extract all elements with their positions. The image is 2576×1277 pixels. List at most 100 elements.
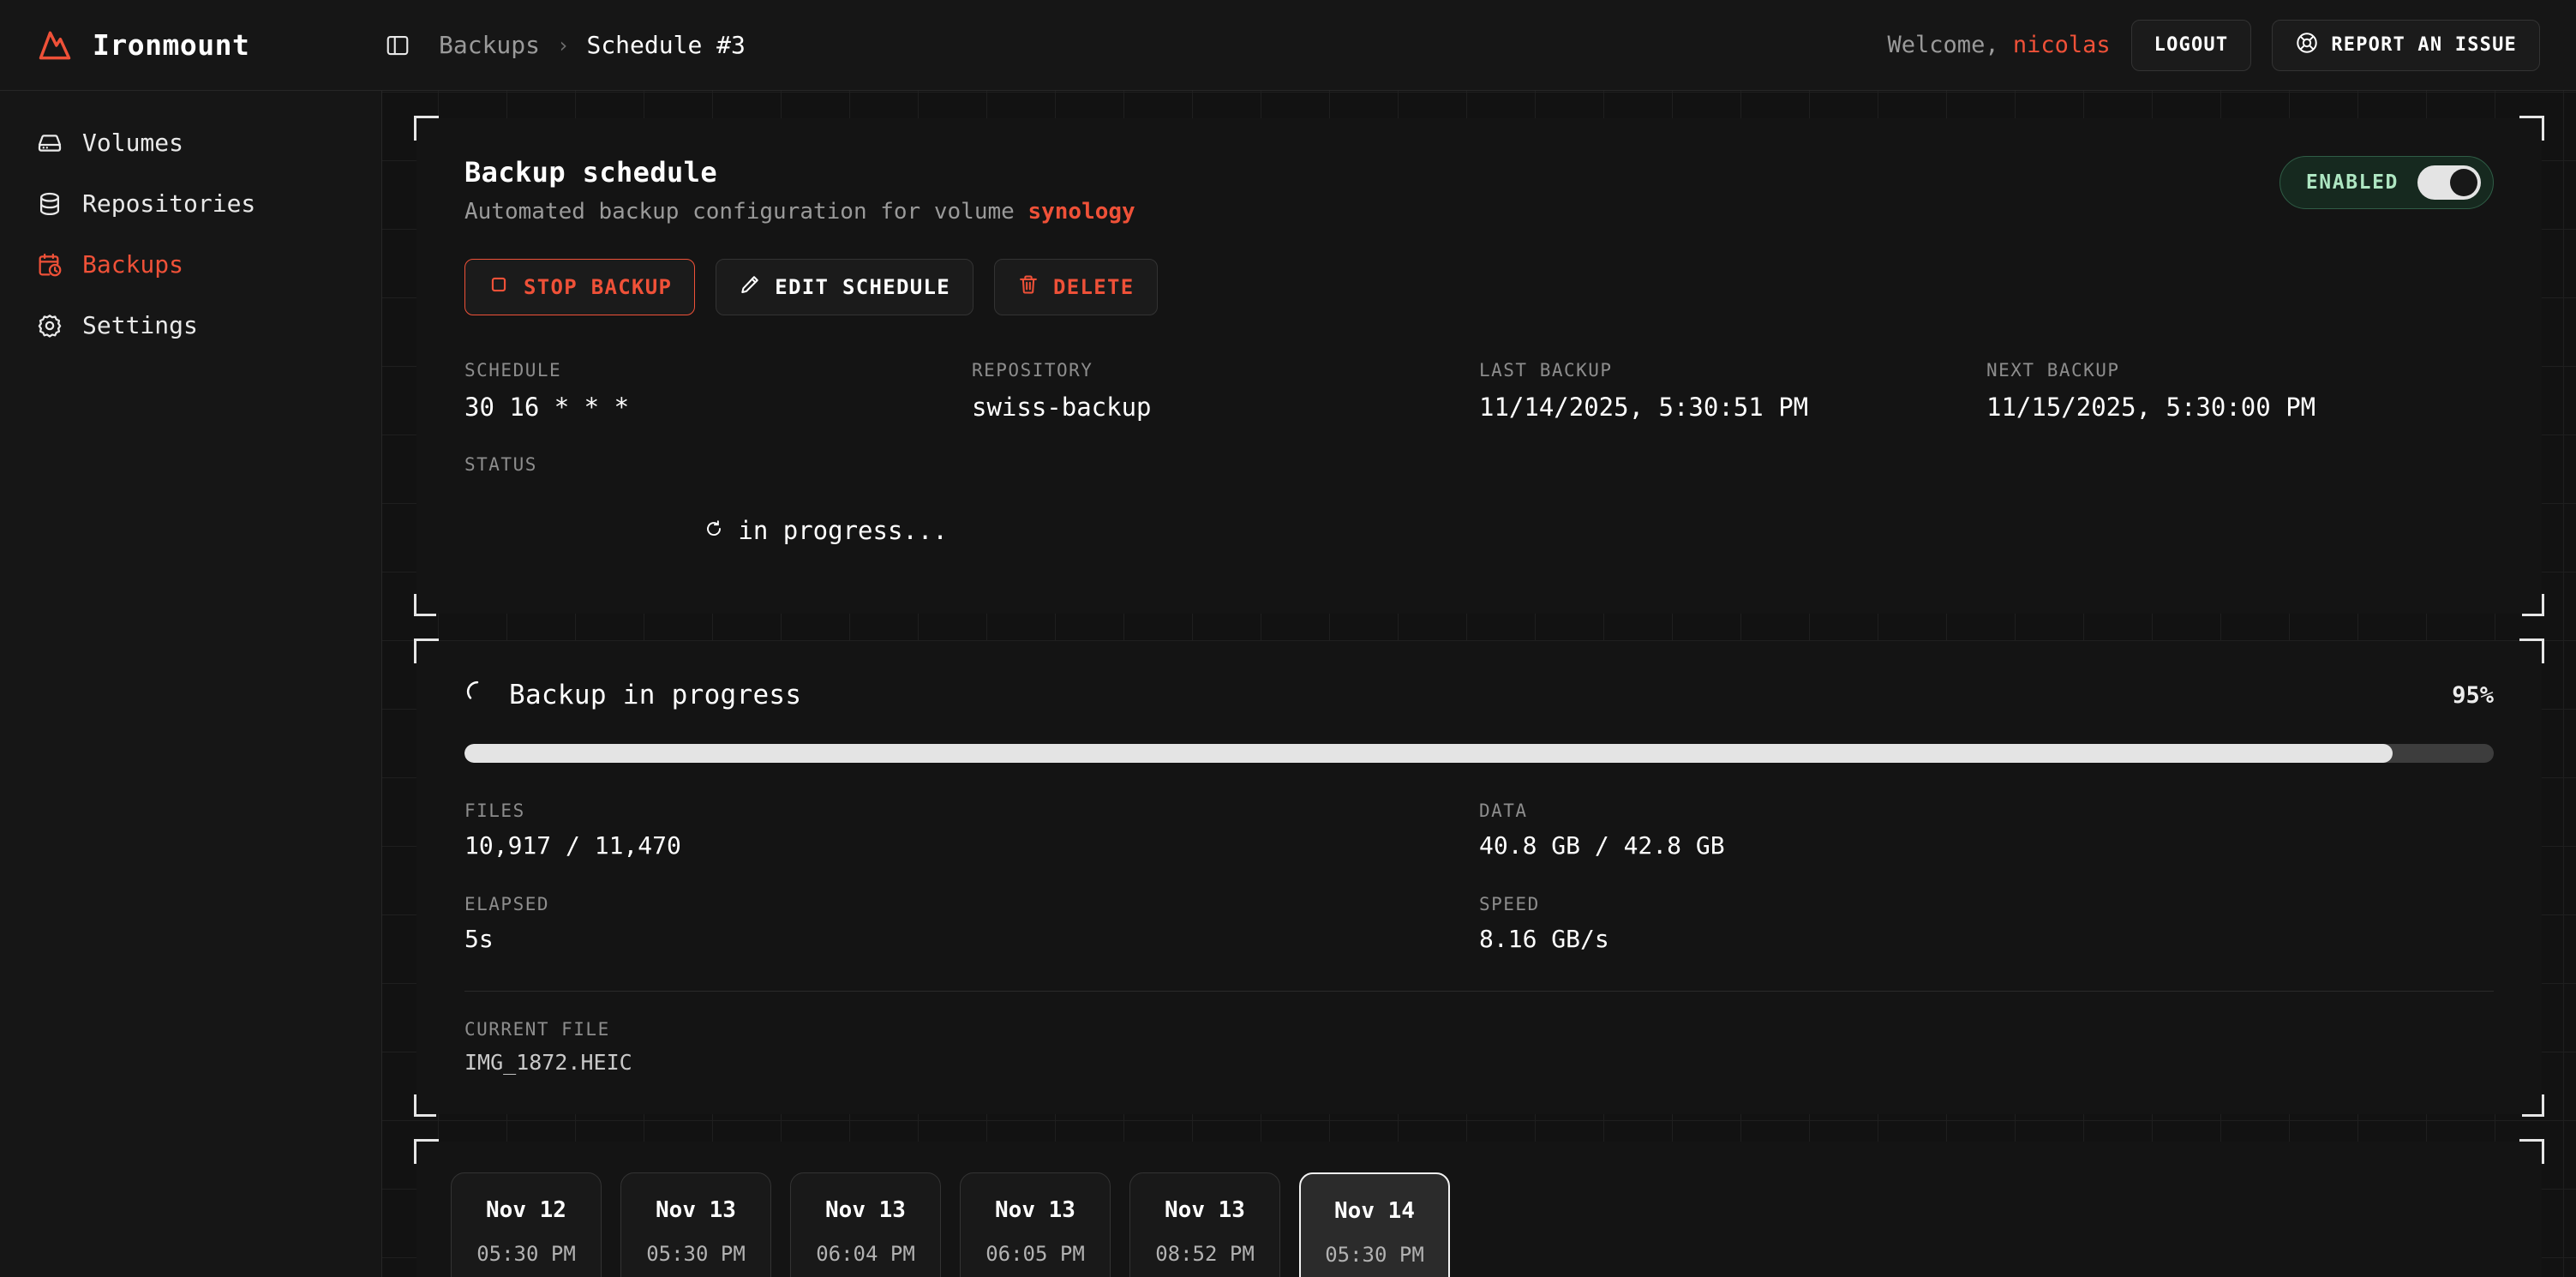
- meta-value: swiss-backup: [972, 393, 1152, 422]
- sidebar-item-volumes[interactable]: Volumes: [0, 115, 381, 171]
- meta-value: 11/15/2025, 5:30:00 PM: [1986, 393, 2316, 422]
- schedule-title-block: Backup schedule Automated backup configu…: [464, 156, 1135, 225]
- database-icon: [36, 190, 63, 218]
- breadcrumb-area: Backups › Schedule #3: [382, 30, 1888, 61]
- main-shell: Volumes Repositories: [0, 91, 2576, 1277]
- current-file-value: IMG_1872.HEIC: [464, 1050, 632, 1075]
- enabled-toggle[interactable]: ENABLED: [2279, 156, 2494, 209]
- current-file-block: CURRENT FILE IMG_1872.HEIC: [464, 1019, 2494, 1075]
- progress-percent-label: 95%: [2452, 681, 2494, 709]
- meta-last-backup: LAST BACKUP 11/14/2025, 5:30:51 PM: [1479, 360, 1986, 422]
- welcome-prefix: Welcome,: [1887, 32, 2013, 58]
- logout-button[interactable]: LOGOUT: [2130, 19, 2252, 71]
- stat-value: 40.8 GB / 42.8 GB: [1479, 831, 1725, 860]
- sidebar: Volumes Repositories: [0, 91, 382, 1277]
- snapshot-card[interactable]: Nov 13 08:52 PM 92.2 GB: [1129, 1172, 1280, 1277]
- snapshot-card-selected[interactable]: Nov 14 05:30 PM 92.2 GB: [1299, 1172, 1450, 1277]
- snapshot-date: Nov 13: [1165, 1197, 1245, 1223]
- corner-bracket-bottom-right: [2522, 594, 2544, 616]
- snapshot-list: Nov 12 05:30 PM 92.2 GB Nov 13 05:30 PM …: [451, 1172, 2507, 1277]
- edit-schedule-button[interactable]: EDIT SCHEDULE: [716, 259, 973, 315]
- edit-schedule-label: EDIT SCHEDULE: [775, 275, 950, 299]
- stat-value: 5s: [464, 925, 494, 953]
- schedule-card-header: Backup schedule Automated backup configu…: [464, 156, 2494, 225]
- delete-button[interactable]: DELETE: [994, 259, 1158, 315]
- status-badge: in progress...: [464, 487, 972, 574]
- calendar-clock-icon: [36, 251, 63, 279]
- progress-stats-grid: FILES 10,917 / 11,470 DATA 40.8 GB / 42.…: [464, 800, 2494, 953]
- meta-value: 11/14/2025, 5:30:51 PM: [1479, 393, 1809, 422]
- snapshot-date: Nov 13: [825, 1197, 906, 1223]
- corner-bracket-bottom-left: [414, 594, 436, 616]
- breadcrumb-separator: ›: [557, 33, 570, 57]
- pencil-icon: [739, 273, 761, 301]
- snapshot-time: 06:04 PM: [816, 1242, 915, 1266]
- sidebar-panel-icon[interactable]: [382, 30, 413, 61]
- progress-divider: [464, 991, 2494, 992]
- stop-backup-label: STOP BACKUP: [524, 275, 673, 299]
- page-title: Backup schedule: [464, 156, 717, 189]
- welcome-text: Welcome, nicolas: [1888, 32, 2111, 58]
- sidebar-item-label: Backups: [82, 250, 184, 279]
- schedule-actions: STOP BACKUP EDIT SCHEDULE: [464, 259, 2494, 315]
- breadcrumb-current: Schedule #3: [586, 31, 746, 59]
- report-issue-label: REPORT AN ISSUE: [2331, 34, 2517, 56]
- snapshot-time: 05:30 PM: [476, 1242, 576, 1266]
- snapshot-card[interactable]: Nov 13 05:30 PM 92.2 GB: [620, 1172, 771, 1277]
- brand-name: Ironmount: [93, 28, 250, 62]
- snapshot-time: 06:05 PM: [985, 1242, 1085, 1266]
- life-ring-icon: [2295, 31, 2319, 60]
- breadcrumb: Backups › Schedule #3: [439, 31, 746, 59]
- snapshot-card[interactable]: Nov 12 05:30 PM 92.2 GB: [451, 1172, 602, 1277]
- stat-label: SPEED: [1479, 894, 1540, 914]
- progress-header: Backup in progress 95%: [464, 679, 2494, 711]
- stat-value: 8.16 GB/s: [1479, 925, 1609, 953]
- enabled-toggle-label: ENABLED: [2305, 171, 2399, 194]
- backup-progress-card: Backup in progress 95% FILES 10,917 / 11…: [414, 638, 2544, 1117]
- schedule-subtitle-prefix: Automated backup configuration for volum…: [464, 199, 1028, 225]
- brand: Ironmount: [0, 0, 382, 90]
- progress-title: Backup in progress: [509, 680, 802, 710]
- sidebar-item-backups[interactable]: Backups: [0, 237, 381, 292]
- mountain-icon: [36, 27, 74, 64]
- snapshot-time: 08:52 PM: [1155, 1242, 1255, 1266]
- meta-status: STATUS in progress...: [464, 454, 972, 574]
- trash-icon: [1017, 273, 1039, 301]
- snapshots-card: Nov 12 05:30 PM 92.2 GB Nov 13 05:30 PM …: [414, 1139, 2544, 1277]
- hard-drive-icon: [36, 129, 63, 157]
- current-file-label: CURRENT FILE: [464, 1019, 610, 1040]
- toggle-switch-knob: [2450, 169, 2477, 196]
- report-issue-button[interactable]: REPORT AN ISSUE: [2272, 19, 2540, 71]
- stop-square-icon: [488, 273, 510, 301]
- sidebar-item-repositories[interactable]: Repositories: [0, 176, 381, 231]
- logout-label: LOGOUT: [2154, 34, 2229, 56]
- schedule-volume-name: synology: [1027, 199, 1135, 225]
- progress-bar-track: [464, 744, 2494, 763]
- progress-bar-fill: [464, 744, 2393, 763]
- stat-label: FILES: [464, 800, 525, 821]
- schedule-subtitle: Automated backup configuration for volum…: [464, 199, 1135, 225]
- snapshot-date: Nov 13: [656, 1197, 736, 1223]
- snapshot-time: 05:30 PM: [1325, 1243, 1424, 1267]
- progress-title-block: Backup in progress: [464, 679, 801, 711]
- stop-backup-button[interactable]: STOP BACKUP: [464, 259, 696, 315]
- corner-bracket-bottom-right: [2522, 1094, 2544, 1117]
- delete-label: DELETE: [1053, 275, 1135, 299]
- stat-elapsed: ELAPSED 5s: [464, 894, 1479, 953]
- stat-files: FILES 10,917 / 11,470: [464, 800, 1479, 860]
- corner-bracket-bottom-left: [414, 1094, 436, 1117]
- snapshot-card[interactable]: Nov 13 06:04 PM 92.2 GB: [790, 1172, 941, 1277]
- toggle-switch-track[interactable]: [2417, 165, 2481, 200]
- meta-schedule: SCHEDULE 30 16 * * *: [464, 360, 972, 422]
- breadcrumb-parent[interactable]: Backups: [439, 31, 541, 59]
- refresh-icon: [464, 487, 724, 574]
- meta-repository: REPOSITORY swiss-backup: [972, 360, 1479, 422]
- meta-next-backup: NEXT BACKUP 11/15/2025, 5:30:00 PM: [1986, 360, 2494, 422]
- stat-data: DATA 40.8 GB / 42.8 GB: [1479, 800, 2494, 860]
- backup-schedule-card: Backup schedule Automated backup configu…: [414, 116, 2544, 616]
- meta-label: NEXT BACKUP: [1986, 360, 2120, 381]
- meta-label: STATUS: [464, 454, 537, 475]
- sidebar-item-settings[interactable]: Settings: [0, 297, 381, 353]
- snapshot-card[interactable]: Nov 13 06:05 PM 92.2 GB: [960, 1172, 1111, 1277]
